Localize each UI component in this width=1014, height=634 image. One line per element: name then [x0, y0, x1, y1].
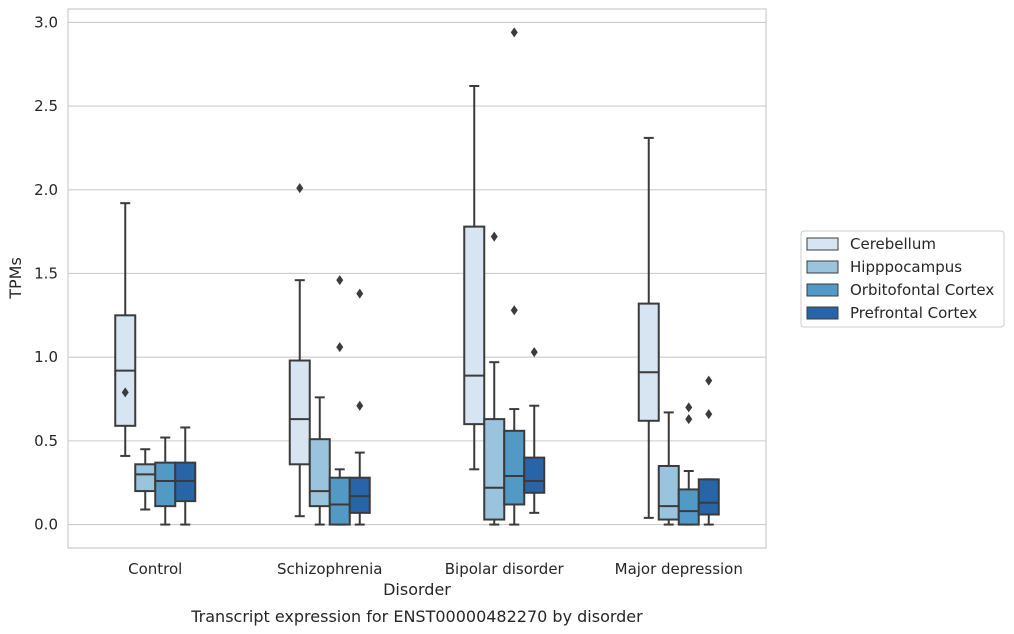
y-tick-label: 2.0	[34, 181, 58, 199]
outlier-point	[685, 402, 693, 413]
outlier-point	[356, 288, 364, 299]
legend-swatch	[806, 260, 839, 274]
legend-label: Orbitofontal Cortex	[850, 281, 994, 299]
outlier-point	[685, 414, 693, 425]
legend-swatch	[806, 237, 839, 251]
y-tick-label: 3.0	[34, 13, 58, 31]
outlier-point	[336, 275, 344, 286]
x-tick-label: Bipolar disorder	[445, 560, 565, 578]
y-tick-label: 0.5	[34, 432, 58, 450]
outlier-point	[705, 409, 713, 420]
y-tick-label: 1.5	[34, 264, 58, 282]
legend: Cerebellum Hipppocampus Orbitofontal Corte…	[800, 230, 1005, 328]
legend-label: Hipppocampus	[850, 258, 962, 276]
chart-caption: Transcript expression for ENST0000048227…	[190, 607, 643, 626]
y-tick-labels: 0.0 0.5 1.0 1.5 2.0 2.5 3.0	[34, 13, 58, 533]
box	[328, 476, 351, 526]
box	[503, 429, 526, 506]
legend-label: Cerebellum	[850, 235, 936, 253]
x-tick-labels: Control Schizophrenia Bipolar disorder Majo…	[128, 560, 743, 578]
box	[308, 438, 331, 508]
legend-frame	[800, 230, 1005, 328]
x-axis-title: Disorder	[383, 580, 451, 599]
y-tick-label: 2.5	[34, 97, 58, 115]
legend-swatch	[806, 306, 839, 320]
outlier-point	[490, 231, 498, 242]
series-group	[154, 27, 700, 526]
outlier-point	[356, 400, 364, 411]
outlier-point	[510, 27, 518, 38]
box	[463, 225, 486, 426]
box	[288, 359, 311, 466]
legend-label: Prefrontal Cortex	[850, 304, 977, 322]
series-group	[114, 85, 660, 519]
box	[523, 456, 546, 494]
outlier-point	[530, 347, 538, 358]
series-group	[174, 288, 720, 526]
plot-frame	[67, 8, 767, 549]
box	[154, 461, 177, 508]
box	[483, 418, 506, 521]
y-tick-label: 0.0	[34, 516, 58, 534]
box	[697, 478, 720, 516]
series-group	[134, 231, 680, 526]
box-plot-marks	[114, 27, 720, 526]
y-axis-title: TPMs	[6, 257, 25, 300]
outlier-point	[121, 387, 129, 398]
outlier-point	[336, 342, 344, 353]
x-tick-label: Major depression	[615, 560, 743, 578]
box	[677, 488, 700, 526]
box	[657, 464, 680, 521]
outlier-point	[705, 375, 713, 386]
legend-swatch	[806, 283, 839, 297]
x-tick-label: Control	[128, 560, 182, 578]
box	[637, 302, 660, 422]
x-tick-label: Schizophrenia	[277, 560, 382, 578]
outlier-point	[296, 183, 304, 194]
y-tick-label: 1.0	[34, 348, 58, 366]
grid-lines	[68, 21, 766, 526]
outlier-point	[510, 305, 518, 316]
box	[134, 463, 157, 493]
